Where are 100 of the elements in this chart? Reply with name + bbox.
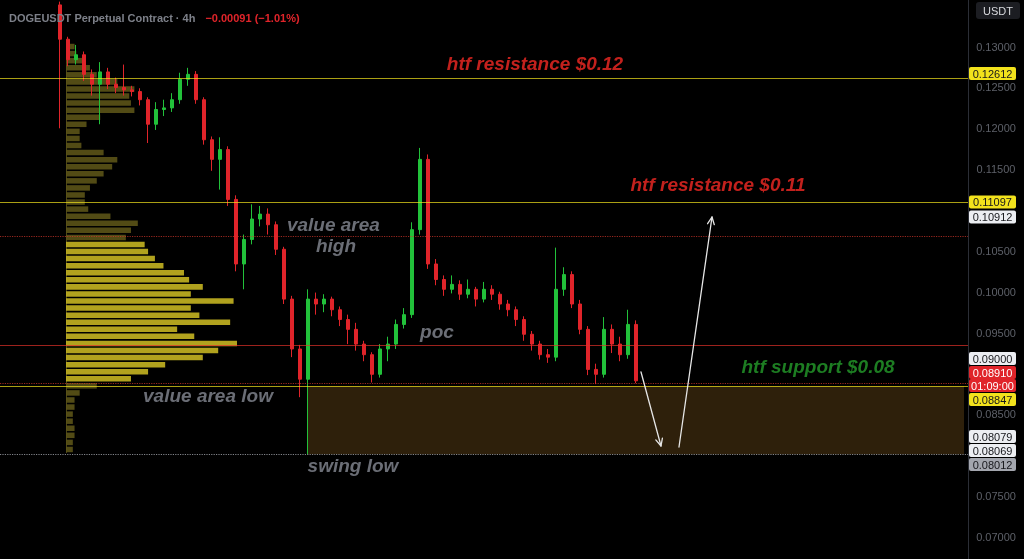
ref-line-label: swing low xyxy=(307,454,400,476)
candlestick xyxy=(514,305,518,327)
text: 0.08069 xyxy=(972,444,1013,457)
bar xyxy=(66,220,138,227)
text: 0.11097 xyxy=(973,196,1012,208)
bar xyxy=(66,163,113,170)
bar xyxy=(66,248,149,255)
candlestick xyxy=(154,101,158,131)
bar xyxy=(66,368,149,375)
ref-line-label: value area high xyxy=(286,214,386,257)
candlestick xyxy=(162,99,166,117)
candlestick xyxy=(562,266,566,297)
candlestick xyxy=(146,96,150,144)
bar xyxy=(66,269,184,276)
candlestick xyxy=(506,299,510,317)
bar xyxy=(66,262,164,269)
y-tick-label: 0.08500 xyxy=(976,408,1016,421)
ref-line-label: htf resistance $0.11 xyxy=(630,173,806,195)
candlestick xyxy=(314,292,318,316)
candlestick xyxy=(458,279,462,301)
candlestick xyxy=(578,299,582,335)
text: 0.08910 xyxy=(972,366,1013,379)
bar xyxy=(66,439,73,446)
bar xyxy=(66,156,118,163)
bar xyxy=(66,135,80,142)
y-tick-label: 0.13000 xyxy=(976,40,1016,53)
candlestick xyxy=(282,246,286,305)
bar xyxy=(66,128,80,135)
text: 0.09000 xyxy=(972,352,1013,365)
candlestick xyxy=(450,274,454,294)
text: −0.00091 (−1.01%) xyxy=(205,12,300,24)
bar xyxy=(66,347,219,354)
y-tick-label: 0.10500 xyxy=(976,244,1016,257)
candlestick xyxy=(386,336,390,362)
candlestick xyxy=(242,234,246,290)
bar xyxy=(66,333,195,340)
y-tick-label: 0.10000 xyxy=(976,285,1016,298)
candlestick xyxy=(626,309,630,360)
text: 0.08079 xyxy=(972,430,1013,443)
candlestick xyxy=(266,207,270,236)
y-tick-label: 0.12000 xyxy=(976,122,1016,135)
text: 0.10912 xyxy=(972,211,1013,223)
ref-line-label: htf support $0.08 xyxy=(741,356,895,378)
candlestick xyxy=(466,279,470,299)
candlestick xyxy=(202,96,206,146)
bar xyxy=(66,149,104,156)
ref-line-label: htf resistance $0.12 xyxy=(446,52,624,74)
candlestick xyxy=(178,72,182,105)
candlestick xyxy=(250,203,254,245)
bar xyxy=(66,432,75,439)
candlestick xyxy=(602,316,606,379)
candlestick xyxy=(258,205,262,227)
bar xyxy=(66,241,145,248)
candlestick xyxy=(426,153,430,270)
candlestick xyxy=(306,288,310,455)
y-tick-label: 0.09500 xyxy=(976,326,1016,339)
candlestick xyxy=(546,348,550,364)
y-axis-title: USDT xyxy=(983,4,1014,17)
bar xyxy=(66,446,73,453)
y-tick-label: 0.07000 xyxy=(976,530,1016,543)
bar xyxy=(66,361,166,368)
candlestick xyxy=(218,136,222,191)
candlestick xyxy=(418,147,422,236)
candlestick xyxy=(594,363,598,385)
bar xyxy=(66,121,87,128)
candlestick xyxy=(322,293,326,313)
ref-line-label: value area low xyxy=(143,384,275,406)
ref-line-label: poc xyxy=(419,321,455,343)
bar xyxy=(66,354,203,361)
candlestick xyxy=(410,221,414,319)
candlestick xyxy=(482,281,486,303)
candlestick xyxy=(522,315,526,342)
y-tick-label: 0.07500 xyxy=(976,490,1016,503)
text: 0.08012 xyxy=(972,458,1013,471)
candlestick xyxy=(394,319,398,350)
y-tick-label: 0.12500 xyxy=(976,81,1016,94)
candlestick xyxy=(194,70,198,105)
bar xyxy=(66,255,155,262)
candlestick xyxy=(274,220,278,256)
bar xyxy=(66,425,75,432)
text: 0.12612 xyxy=(972,67,1013,80)
candlestick xyxy=(234,194,238,272)
candlestick xyxy=(138,87,142,106)
candlestick xyxy=(170,92,174,113)
candlestick xyxy=(474,286,478,307)
candlestick xyxy=(490,284,494,301)
candlestick xyxy=(434,258,438,286)
candlestick xyxy=(554,247,558,362)
candlestick xyxy=(370,351,374,383)
bar xyxy=(66,227,131,234)
candlestick xyxy=(210,135,214,172)
bar xyxy=(66,326,178,333)
candlestick xyxy=(442,274,446,297)
candlestick xyxy=(330,296,334,317)
text: 0.08847 xyxy=(972,393,1013,406)
candlestick xyxy=(338,305,342,327)
y-tick-label: 0.11500 xyxy=(976,163,1016,176)
candlestick xyxy=(378,343,382,379)
bar xyxy=(66,376,131,382)
candlestick xyxy=(402,307,406,330)
